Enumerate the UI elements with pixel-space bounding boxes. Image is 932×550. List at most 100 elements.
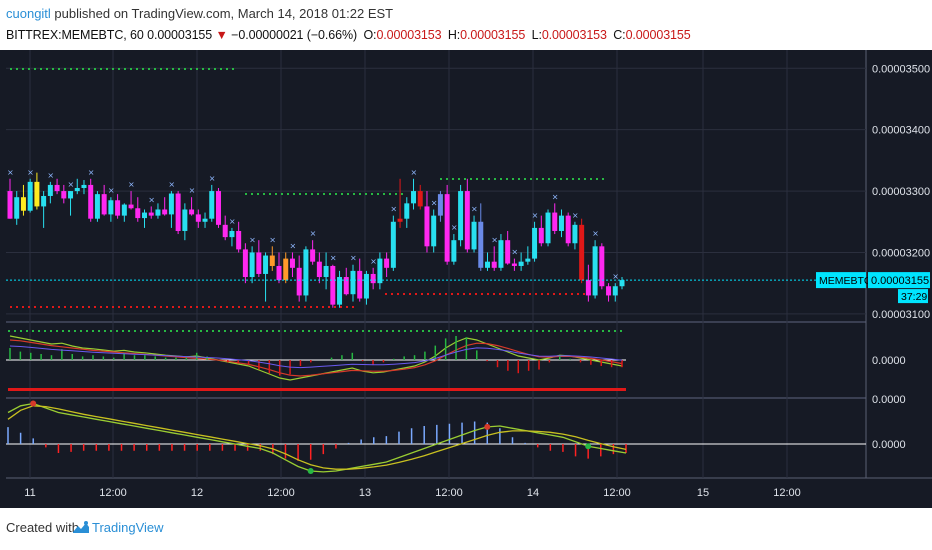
resistance-dot bbox=[94, 68, 96, 70]
resistance-dot bbox=[470, 178, 472, 180]
time-tick-label: 12:00 bbox=[773, 487, 801, 499]
countdown-tag: 37:29 bbox=[901, 291, 927, 303]
publish-info: published on TradingView.com, March 14, … bbox=[50, 6, 394, 21]
resistance-dot bbox=[518, 178, 520, 180]
author-link[interactable]: cuongitl bbox=[6, 6, 51, 21]
support-dot bbox=[547, 293, 549, 295]
support-dot bbox=[583, 293, 585, 295]
tradingview-brand-link[interactable]: TradingView bbox=[92, 520, 164, 535]
resistance-dot bbox=[401, 193, 403, 195]
oscillator-upper-dot bbox=[110, 330, 112, 332]
resistance-dot bbox=[317, 193, 319, 195]
low-value: 0.00003153 bbox=[541, 28, 607, 42]
resistance-dot bbox=[371, 193, 373, 195]
oscillator-upper-dot bbox=[536, 330, 538, 332]
candle-body bbox=[377, 258, 383, 284]
resistance-dot bbox=[287, 193, 289, 195]
oscillator-upper-dot bbox=[290, 330, 292, 332]
support-dot bbox=[184, 306, 186, 308]
time-axis-bg bbox=[0, 479, 932, 508]
oscillator-upper-dot bbox=[104, 330, 106, 332]
candle-body bbox=[458, 191, 464, 241]
candle-body bbox=[424, 206, 430, 247]
candle-body bbox=[357, 270, 363, 299]
oscillator-upper-dot bbox=[152, 330, 154, 332]
oscillator-upper-dot bbox=[314, 330, 316, 332]
support-dot bbox=[565, 293, 567, 295]
signal-marker: × bbox=[27, 168, 34, 177]
macd-signal-line bbox=[7, 405, 627, 470]
support-dot bbox=[10, 306, 12, 308]
oscillator-upper-dot bbox=[254, 330, 256, 332]
chart-area[interactable]: 0.00003500 0.00003400 0.00003300 0.00003200… bbox=[0, 50, 932, 508]
support-dot bbox=[232, 306, 234, 308]
resistance-dot bbox=[166, 68, 168, 70]
oscillator-upper-dot bbox=[260, 330, 262, 332]
last-price-tag: 0.00003155 bbox=[871, 275, 929, 287]
symbol-line: BITTREX:MEMEBTC, 60 0.00003155 ▼ −0.0000… bbox=[6, 28, 691, 42]
time-tick-label: 12:00 bbox=[603, 487, 631, 499]
oscillator-upper-dot bbox=[44, 330, 46, 332]
candle-body bbox=[431, 215, 437, 247]
support-dot bbox=[511, 293, 513, 295]
support-dot bbox=[499, 293, 501, 295]
macd-cross-dot bbox=[484, 423, 491, 430]
tradingview-logo-icon bbox=[73, 521, 89, 533]
candle-body bbox=[135, 208, 141, 219]
candle-body bbox=[491, 261, 497, 268]
resistance-dot bbox=[452, 178, 454, 180]
candle-body bbox=[236, 230, 242, 250]
resistance-dot bbox=[560, 178, 562, 180]
resistance-dot bbox=[136, 68, 138, 70]
price-tick-label: 0.00003500 bbox=[872, 63, 930, 75]
candle-body bbox=[464, 191, 470, 250]
resistance-dot bbox=[154, 68, 156, 70]
resistance-dot bbox=[482, 178, 484, 180]
candle-body bbox=[101, 194, 107, 215]
support-dot bbox=[88, 306, 90, 308]
candle-body bbox=[74, 188, 80, 192]
support-dot bbox=[523, 293, 525, 295]
candle-body bbox=[155, 209, 161, 216]
candle-body bbox=[256, 252, 262, 274]
oscillator-upper-dot bbox=[188, 330, 190, 332]
resistance-dot bbox=[202, 68, 204, 70]
oscillator-upper-dot bbox=[50, 330, 52, 332]
resistance-dot bbox=[34, 68, 36, 70]
candle-body bbox=[54, 184, 60, 192]
oscillator-upper-dot bbox=[194, 330, 196, 332]
time-tick-label: 12:00 bbox=[99, 487, 127, 499]
resistance-dot bbox=[160, 68, 162, 70]
candle-body bbox=[579, 224, 585, 281]
resistance-dot bbox=[554, 178, 556, 180]
candle-body bbox=[363, 273, 369, 299]
candle-body bbox=[202, 218, 208, 222]
resistance-dot bbox=[184, 68, 186, 70]
price-change: −0.00000021 (−0.66%) bbox=[231, 28, 358, 42]
support-dot bbox=[220, 306, 222, 308]
candle-body bbox=[538, 227, 544, 244]
support-dot bbox=[166, 306, 168, 308]
support-dot bbox=[160, 306, 162, 308]
oscillator-upper-dot bbox=[374, 330, 376, 332]
resistance-dot bbox=[389, 193, 391, 195]
candle-body bbox=[276, 265, 282, 281]
candle-body bbox=[484, 261, 490, 268]
oscillator-upper-dot bbox=[302, 330, 304, 332]
candle-body bbox=[81, 184, 87, 188]
resistance-dot bbox=[10, 68, 12, 70]
chart-background bbox=[0, 50, 932, 508]
signal-marker: × bbox=[269, 235, 276, 244]
candle-body bbox=[269, 255, 275, 266]
candle-body bbox=[444, 194, 450, 262]
oscillator-upper-dot bbox=[428, 330, 430, 332]
support-dot bbox=[70, 306, 72, 308]
oscillator-upper-dot bbox=[14, 330, 16, 332]
resistance-dot bbox=[257, 193, 259, 195]
symbol-title: BITTREX:MEMEBTC, 60 bbox=[6, 28, 144, 42]
time-tick-label: 13 bbox=[359, 487, 371, 499]
resistance-dot bbox=[464, 178, 466, 180]
candle-body bbox=[303, 249, 309, 296]
signal-marker: × bbox=[612, 272, 619, 281]
oscillator-upper-dot bbox=[512, 330, 514, 332]
